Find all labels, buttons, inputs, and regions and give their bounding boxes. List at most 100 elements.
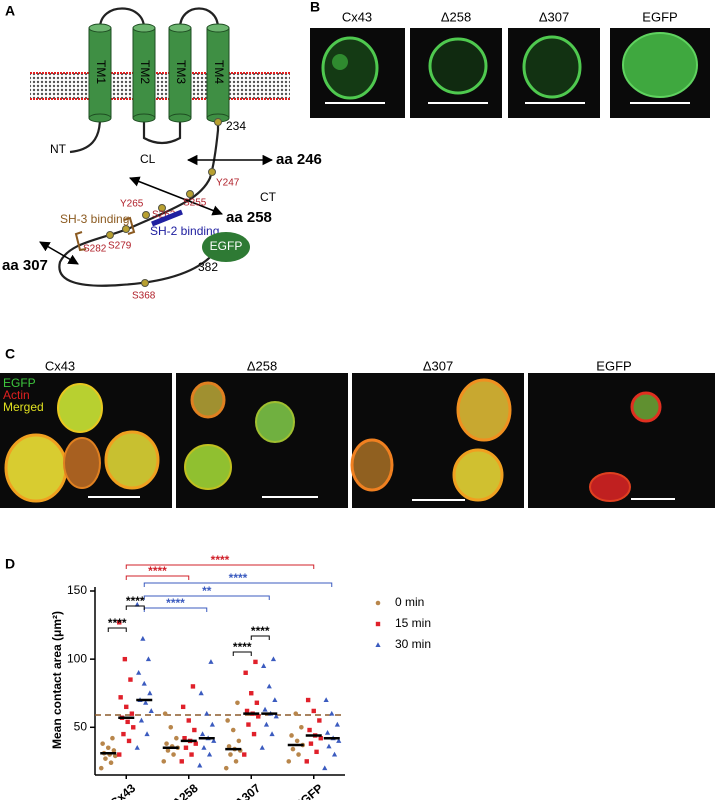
y-tick-label: 100 xyxy=(67,651,87,665)
column-header: Cx43 xyxy=(45,358,75,373)
x-tick-label: Δ307 xyxy=(232,781,263,800)
significance-label: **** xyxy=(148,564,167,578)
data-point xyxy=(186,718,191,723)
column-header: Δ258 xyxy=(247,358,277,373)
data-point xyxy=(209,721,215,727)
x-tick-label: Δ258 xyxy=(170,781,201,800)
site-label: Y265 xyxy=(120,199,144,210)
data-point xyxy=(198,690,204,696)
significance-bracket xyxy=(250,635,270,640)
data-point xyxy=(307,727,312,733)
data-point xyxy=(233,759,239,764)
data-point xyxy=(305,697,311,703)
data-point xyxy=(251,731,257,737)
panel-label: A xyxy=(5,3,15,19)
data-point xyxy=(324,729,331,735)
data-point xyxy=(131,725,136,730)
legend-label: 30 min xyxy=(395,637,431,651)
column-header: Δ307 xyxy=(539,9,569,24)
data-point xyxy=(272,697,278,703)
tm-label: TM2 xyxy=(138,60,152,84)
data-point xyxy=(226,744,232,749)
data-point xyxy=(138,717,145,723)
x-tick-label: EGFP xyxy=(292,781,326,800)
data-point xyxy=(273,713,279,719)
significance-label: **** xyxy=(233,640,252,654)
data-point xyxy=(124,704,129,710)
tm-label: TM4 xyxy=(212,60,226,84)
data-point xyxy=(228,752,233,757)
data-point xyxy=(318,736,323,741)
data-point xyxy=(192,727,197,733)
data-point xyxy=(128,677,133,682)
site-label: S255 xyxy=(183,198,207,209)
legend-label: Merged xyxy=(3,400,44,414)
data-point xyxy=(183,745,189,750)
region-label: NT xyxy=(50,142,67,156)
significance-bracket xyxy=(125,575,190,580)
data-point xyxy=(189,752,194,757)
data-point xyxy=(211,738,217,743)
data-point xyxy=(223,765,229,771)
data-point xyxy=(235,700,240,706)
data-point xyxy=(208,659,214,664)
data-point xyxy=(108,760,114,766)
data-point xyxy=(105,745,111,751)
data-point xyxy=(117,752,122,757)
significance-bracket xyxy=(232,651,252,656)
data-point xyxy=(261,663,267,668)
site-label: S262 xyxy=(152,210,176,221)
data-point xyxy=(112,753,118,759)
data-point xyxy=(259,744,265,750)
micrographs xyxy=(0,373,715,508)
data-point xyxy=(125,719,130,725)
region-label: CL xyxy=(140,152,156,166)
data-point xyxy=(249,691,254,696)
data-point xyxy=(190,684,196,689)
truncation-label: aa 258 xyxy=(226,209,272,226)
significance-bracket xyxy=(107,627,127,632)
data-point xyxy=(311,708,316,714)
significance-label: **** xyxy=(166,596,185,610)
data-point xyxy=(244,708,250,714)
column-header: EGFP xyxy=(596,358,631,373)
significance-label: **** xyxy=(126,594,145,608)
sh2-bar xyxy=(151,209,183,227)
arrow xyxy=(39,241,79,265)
residue-label: 382 xyxy=(198,260,218,274)
panel-label: C xyxy=(5,346,15,362)
y-axis-label: Mean contact area (μm²) xyxy=(50,611,64,749)
data-point xyxy=(121,731,126,737)
significance-label: **** xyxy=(251,624,270,638)
data-point xyxy=(290,746,296,752)
legend-marker xyxy=(375,642,381,647)
data-point xyxy=(165,748,171,753)
data-point xyxy=(117,620,122,625)
data-point xyxy=(317,718,322,723)
data-point xyxy=(286,759,292,764)
panel-label: B xyxy=(310,0,320,15)
data-point xyxy=(193,741,198,746)
significance-label: **** xyxy=(211,553,230,567)
data-point xyxy=(110,735,115,741)
micrographs xyxy=(310,28,710,118)
panel-c: C Cx43 Δ258 Δ307 EGFP EGFP Actin Merged xyxy=(0,346,715,508)
data-point xyxy=(262,706,268,712)
data-point xyxy=(145,656,152,662)
data-point xyxy=(100,741,105,746)
significance-bracket xyxy=(143,595,270,600)
data-point xyxy=(314,749,319,755)
egfp-tag xyxy=(202,232,250,262)
data-point xyxy=(136,669,142,675)
bracket xyxy=(123,216,136,235)
data-point xyxy=(199,731,206,737)
data-point xyxy=(270,656,277,662)
data-point xyxy=(140,635,146,641)
y-tick-label: 150 xyxy=(67,583,87,597)
domain-label: SH-3 binding xyxy=(60,212,129,226)
data-point xyxy=(243,670,248,675)
legend-label: Actin xyxy=(3,388,30,402)
column-header: Cx43 xyxy=(342,9,372,24)
data-point xyxy=(299,724,304,730)
